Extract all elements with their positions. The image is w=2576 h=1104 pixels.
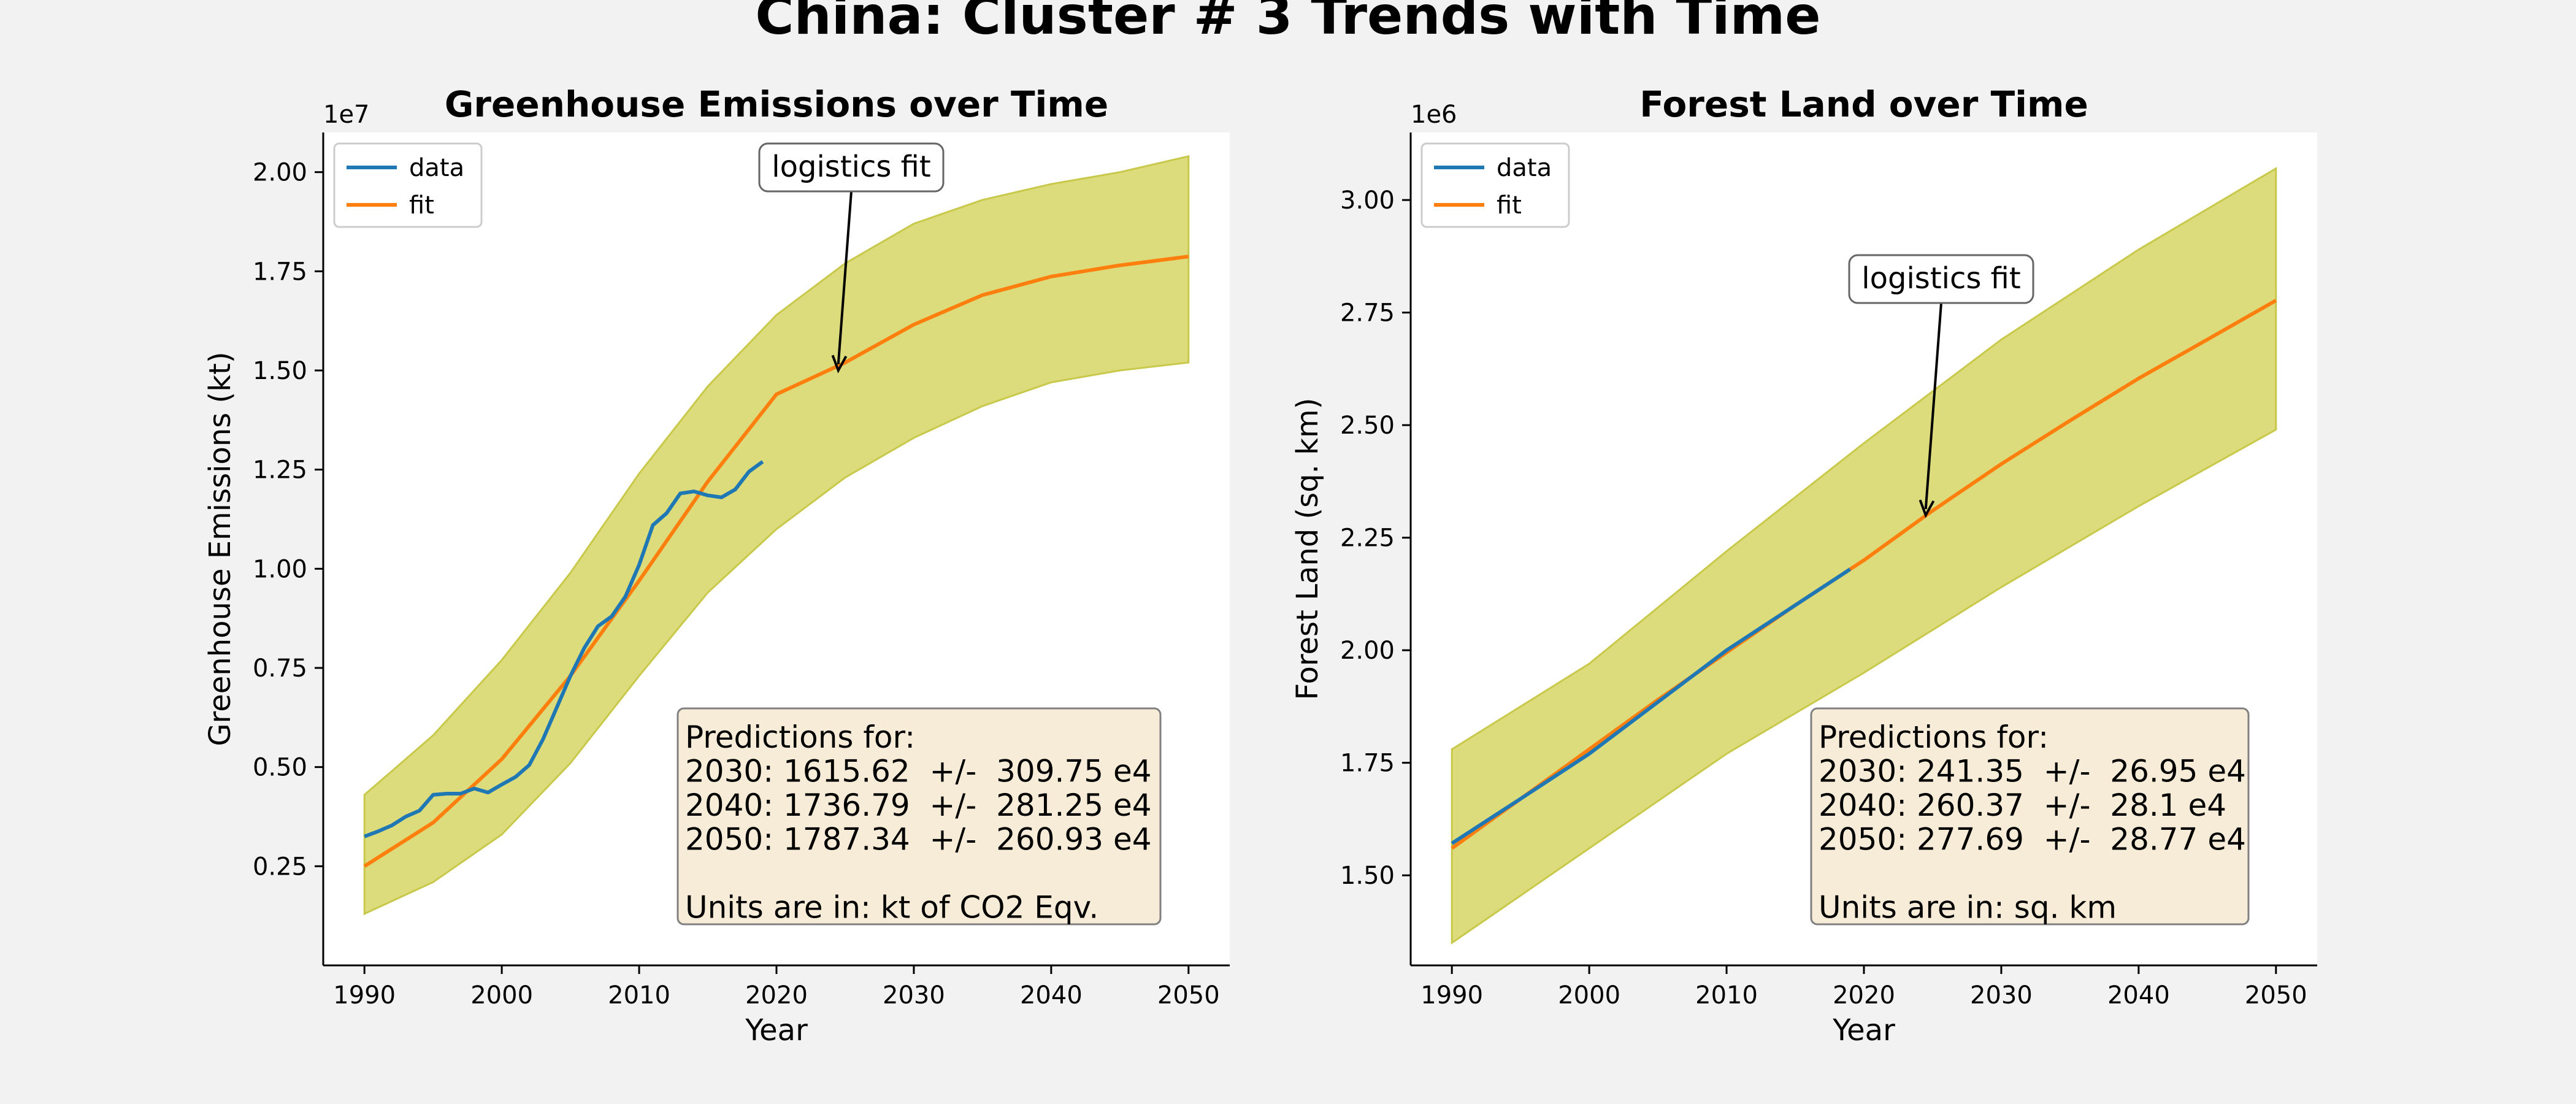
predictions-line: 2030: 1615.62 +/- 309.75 e4 (685, 754, 1152, 789)
x-tick-label: 2050 (1157, 981, 1220, 1010)
y-tick-label: 0.50 (253, 754, 307, 782)
y-tick-label: 0.75 (253, 654, 307, 683)
legend-label-data: data (1497, 154, 1552, 182)
annotation-logistics-fit: logistics fit (758, 142, 945, 374)
legend-label-fit: fit (409, 191, 434, 220)
series-line-data (1451, 567, 1852, 845)
y-tick-label: 1.50 (1340, 862, 1395, 890)
y-tick-label: 2.75 (1340, 299, 1395, 328)
y-axis-label: Greenhouse Emissions (kt) (203, 351, 237, 746)
predictions-frame (1810, 707, 2250, 926)
annotation-arrowhead (1919, 499, 1935, 518)
chart-forest-land: 1990 2000 2010 2020 2030 2040 2050 1.50 1.75 2.00… (1290, 83, 2317, 1048)
x-tick-label: 2030 (1970, 981, 2033, 1010)
annotation-arrowhead (831, 355, 848, 374)
predictions-line: Predictions for: (685, 719, 915, 755)
annotation-box (1848, 254, 2034, 304)
predictions-frame (677, 707, 1162, 926)
y-offset-label: 1e7 (323, 101, 370, 129)
series-line-fit (1451, 299, 2277, 850)
chart-greenhouse-emissions: 1990 2000 2010 2020 2030 2040 2050 0.25 0.50 0.75… (203, 83, 1230, 1048)
x-tick-label: 2050 (2245, 981, 2307, 1010)
annotation-box (758, 142, 945, 193)
annotation-text: logistics fit (772, 150, 930, 184)
legend: data fit (1420, 142, 1570, 228)
y-tick-label: 2.25 (1340, 524, 1395, 553)
y-offset-label: 1e6 (1411, 101, 1457, 129)
x-axis-label: Year (745, 1013, 808, 1048)
predictions-line: 2040: 1736.79 +/- 281.25 e4 (685, 788, 1152, 823)
annotation-arrow (837, 191, 853, 365)
legend-label-data: data (409, 154, 464, 182)
series-line-fit (363, 255, 1189, 868)
legend-label-fit: fit (1497, 191, 1522, 220)
predictions-line: 2050: 1787.34 +/- 260.93 e4 (685, 822, 1152, 857)
annotation-logistics-fit: logistics fit (1848, 254, 2034, 518)
chart-title: Greenhouse Emissions over Time (445, 83, 1108, 125)
annotation-text: logistics fit (1861, 261, 2020, 296)
predictions-line: Units are in: kt of CO2 Eqv. (685, 890, 1098, 926)
confidence-band (1451, 167, 2277, 945)
x-tick-label: 1990 (333, 981, 396, 1010)
predictions-box: Predictions for:2030: 241.35 +/- 26.95 e… (1810, 707, 2250, 926)
y-tick-label: 1.25 (253, 456, 307, 485)
predictions-line: 2050: 277.69 +/- 28.77 e4 (1819, 822, 2246, 857)
y-tick-label: 2.00 (253, 159, 307, 187)
x-tick-label: 2040 (2107, 981, 2170, 1010)
y-tick-label: 1.75 (253, 258, 307, 286)
series-line-data (364, 460, 764, 838)
chart-title: Forest Land over Time (1639, 83, 2088, 125)
predictions-line: Predictions for: (1819, 719, 2049, 755)
x-tick-label: 1990 (1420, 981, 1483, 1010)
x-tick-label: 2020 (745, 981, 808, 1010)
figure-suptitle: China: Cluster # 3 Trends with Time (755, 0, 1820, 47)
predictions-line: 2040: 260.37 +/- 28.1 e4 (1819, 788, 2226, 823)
x-tick-label: 2030 (883, 981, 945, 1010)
x-tick-label: 2010 (1695, 981, 1758, 1010)
y-tick-label: 0.25 (253, 853, 307, 881)
y-tick-label: 2.00 (1340, 637, 1395, 665)
y-tick-label: 1.00 (253, 555, 307, 583)
x-tick-label: 2000 (470, 981, 533, 1010)
x-axis-label: Year (1832, 1013, 1895, 1048)
y-tick-label: 2.50 (1340, 412, 1395, 440)
annotation-arrow (1924, 302, 1942, 510)
predictions-box: Predictions for:2030: 1615.62 +/- 309.75… (677, 707, 1162, 926)
predictions-line: 2030: 241.35 +/- 26.95 e4 (1819, 754, 2246, 789)
y-tick-label: 3.00 (1340, 186, 1395, 215)
predictions-line: Units are in: sq. km (1819, 890, 2117, 926)
x-tick-label: 2000 (1558, 981, 1620, 1010)
x-tick-label: 2020 (1833, 981, 1895, 1010)
x-tick-label: 2040 (1020, 981, 1083, 1010)
y-tick-label: 1.75 (1340, 749, 1395, 778)
y-tick-label: 1.50 (253, 357, 307, 385)
x-tick-label: 2010 (608, 981, 670, 1010)
y-axis-label: Forest Land (sq. km) (1290, 398, 1325, 700)
confidence-band (363, 155, 1190, 916)
legend: data fit (333, 142, 483, 228)
